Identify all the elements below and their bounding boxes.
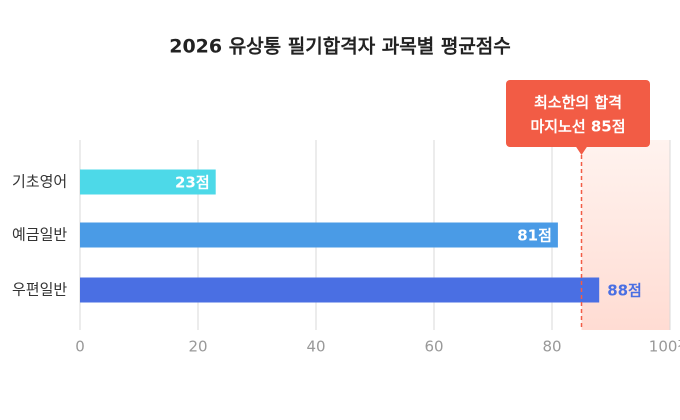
callout-pointer (575, 146, 588, 155)
callout-text: 마지노선 85점 (530, 118, 625, 136)
x-tick-label: 60 (424, 338, 443, 356)
callout-box (506, 80, 650, 147)
bar (80, 222, 558, 248)
x-tick-label: 100점 (649, 338, 680, 356)
value-label: 88점 (607, 282, 642, 300)
x-tick-label: 0 (75, 338, 85, 356)
bar (80, 169, 216, 195)
callout-text: 최소한의 합격 (534, 94, 622, 112)
category-label: 예금일반 (12, 226, 67, 244)
chart-title: 2026 유상통 필기합격자 과목별 평균점수 (169, 36, 511, 58)
value-label: 81점 (517, 227, 552, 245)
category-label: 우편일반 (12, 281, 67, 299)
category-label: 기초영어 (12, 173, 67, 191)
x-tick-label: 80 (542, 338, 561, 356)
x-tick-label: 40 (306, 338, 325, 356)
bar (80, 277, 600, 303)
x-tick-label: 20 (188, 338, 207, 356)
value-label: 23점 (175, 174, 210, 192)
